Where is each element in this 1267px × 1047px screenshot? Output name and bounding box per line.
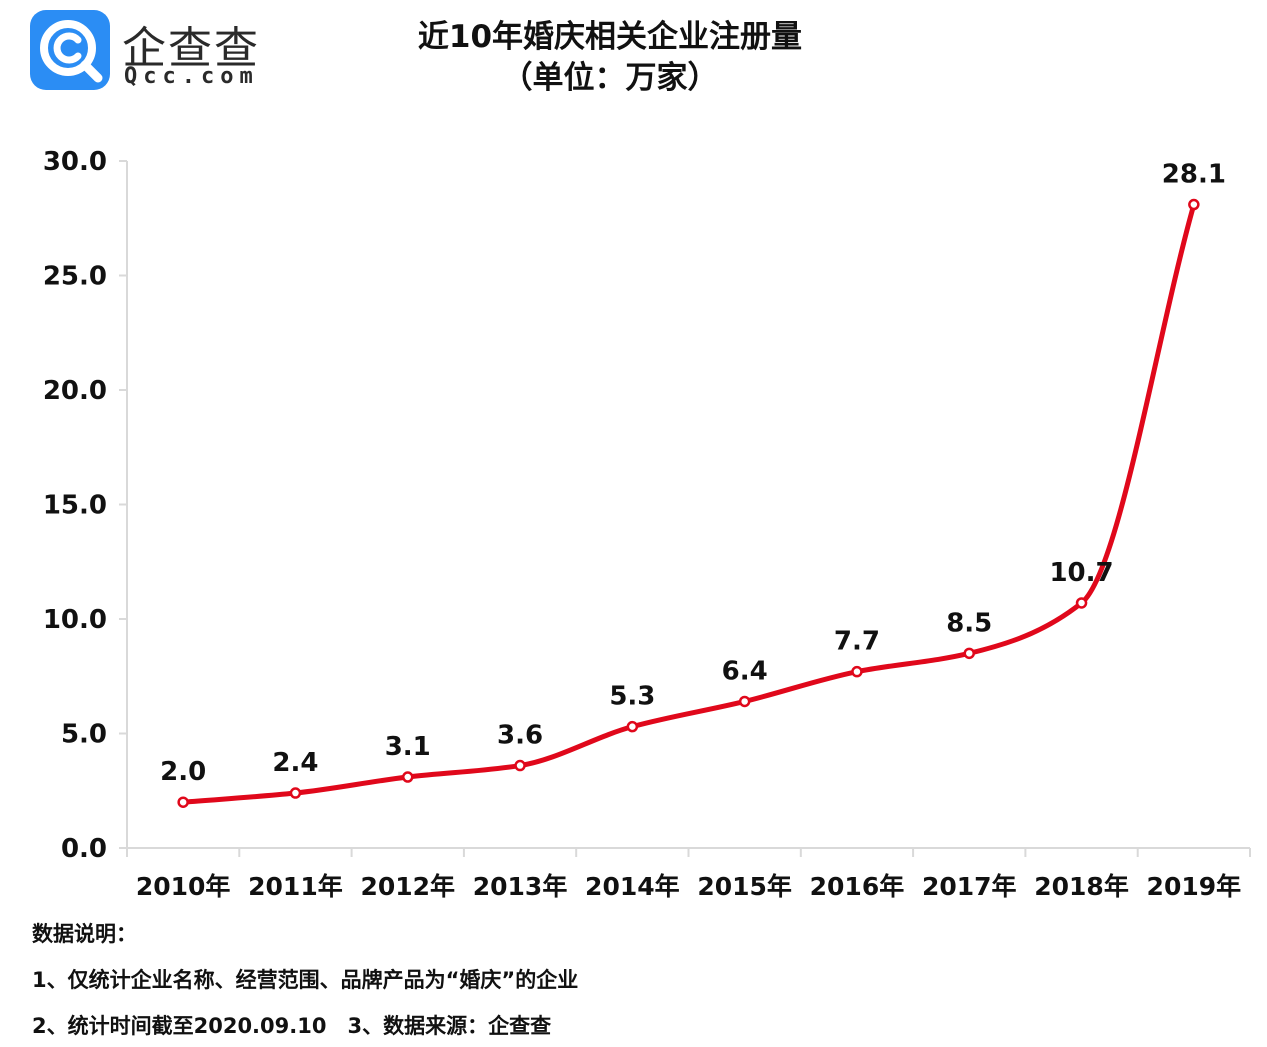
y-tick-label: 10.0 [43, 605, 107, 635]
data-point [738, 695, 751, 708]
y-tick-label: 20.0 [43, 376, 107, 406]
line-chart: 0.0 5.0 10.0 15.0 20.0 25.0 30.0 2010年 2011年 2012… [43, 147, 1251, 901]
data-label: 28.1 [1162, 160, 1226, 190]
data-label: 2.4 [272, 748, 318, 778]
data-label: 7.7 [834, 627, 880, 657]
data-point [963, 647, 975, 660]
notes-heading: 数据说明： [32, 922, 137, 946]
data-label: 5.3 [609, 682, 655, 712]
series-line [180, 202, 1197, 805]
brand-name-en: Qcc.com [124, 64, 259, 89]
x-tick-label: 2015年 [697, 872, 792, 901]
y-tick-label: 5.0 [61, 720, 107, 750]
data-label: 10.7 [1049, 558, 1113, 588]
brand-logo: 企查查 Qcc.com [30, 10, 270, 90]
data-point [514, 759, 526, 772]
chart-title: 近10年婚庆相关企业注册量 [417, 19, 803, 55]
y-tick-label: 0.0 [61, 834, 107, 864]
x-tick-label: 2011年 [248, 872, 343, 901]
data-point [177, 796, 189, 808]
magnifier-c-icon [40, 20, 103, 83]
data-point [626, 720, 639, 733]
x-tick-label: 2019年 [1147, 872, 1242, 901]
note-line-2: 2、统计时间截至2020.09.10 3、数据来源：企查查 [32, 1014, 552, 1038]
x-tick-label: 2014年 [585, 872, 680, 901]
data-point [1188, 198, 1200, 211]
data-label: 2.0 [160, 757, 206, 787]
x-tick-label: 2013年 [473, 872, 568, 901]
data-point [402, 771, 414, 783]
data-point [289, 787, 302, 799]
y-tick-label: 25.0 [43, 262, 107, 292]
data-label: 3.1 [385, 732, 431, 762]
logo-tile [30, 10, 110, 90]
y-tick-label: 15.0 [43, 491, 107, 521]
data-label: 3.6 [497, 721, 543, 751]
data-point [1075, 597, 1088, 609]
x-tick-label: 2010年 [136, 872, 231, 901]
x-tick-label: 2017年 [922, 872, 1017, 901]
brand-name-cn: 企查查 [122, 23, 260, 74]
x-tick-label: 2016年 [810, 872, 905, 901]
data-point [851, 665, 863, 678]
chart-subtitle: （单位：万家） [501, 60, 719, 96]
note-line-1: 1、仅统计企业名称、经营范围、品牌产品为“婚庆”的企业 [32, 968, 579, 992]
x-tick-label: 2018年 [1034, 872, 1129, 901]
y-tick-label: 30.0 [43, 147, 107, 177]
data-label: 6.4 [722, 656, 768, 686]
x-tick-label: 2012年 [360, 872, 455, 901]
data-label: 8.5 [946, 608, 992, 638]
